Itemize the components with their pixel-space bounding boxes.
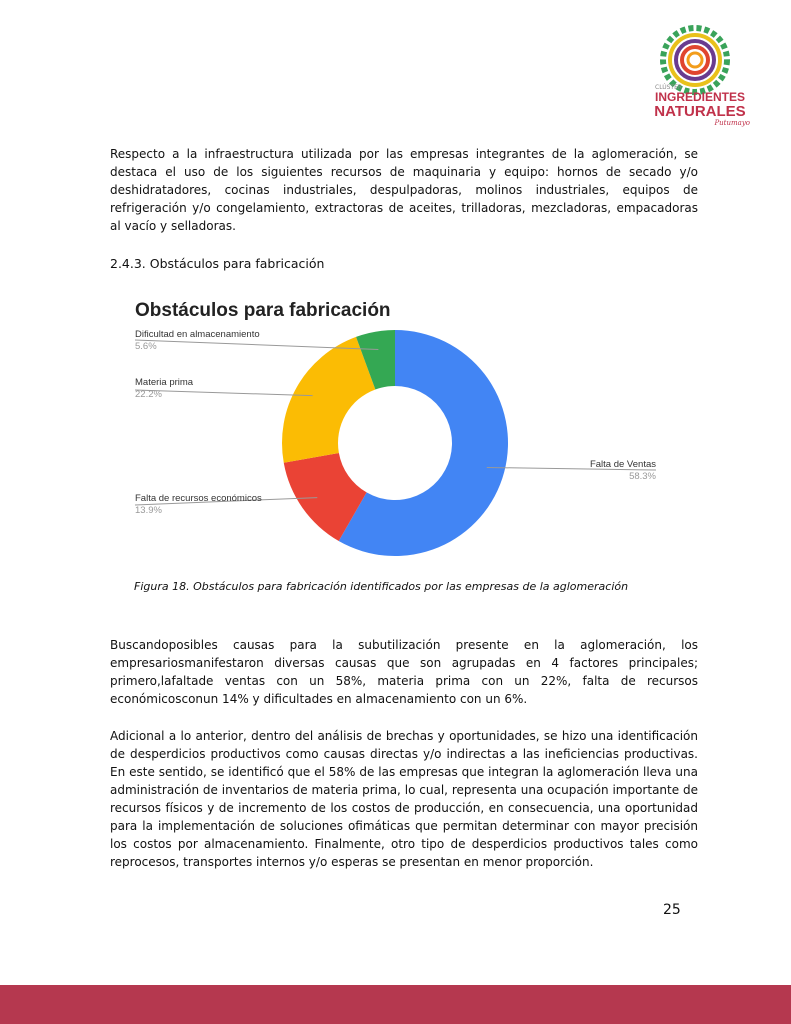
label-falta-recursos: Falta de recursos económicos — [135, 493, 262, 504]
leader-line-falta-recursos — [134, 497, 318, 506]
slice-materia-prima — [282, 336, 376, 463]
chart-title: Obstáculos para fabricación — [135, 300, 391, 321]
paragraph-causes: Buscandoposibles causas para la subutili… — [110, 638, 698, 706]
section-heading: 2.4.3. Obstáculos para fabricación — [110, 256, 325, 271]
label-falta-ventas: Falta de Ventas — [589, 459, 656, 470]
paragraph-infrastructure: Respecto a la infraestructura utilizada … — [110, 147, 698, 233]
label-materia-prima: Materia prima — [135, 377, 194, 388]
leader-line-dificultad — [134, 339, 379, 350]
logo-text: CLÚSTER INGREDIENTES NATURALES Putumayo — [650, 84, 750, 127]
cluster-logo — [660, 25, 730, 95]
logo-line1: CLÚSTER — [655, 84, 683, 91]
donut-chart — [134, 330, 657, 556]
slice-falta-ventas — [338, 330, 508, 556]
pct-falta-ventas: 58.3% — [629, 471, 656, 482]
paragraph-waste: Adicional a lo anterior, dentro del anál… — [110, 729, 698, 869]
leader-line-falta-ventas — [486, 466, 657, 471]
logo-line3: NATURALES — [654, 103, 746, 120]
figure-caption: Figura 18. Obstáculos para fabricación i… — [134, 580, 629, 593]
pct-falta-recursos: 13.9% — [135, 505, 162, 516]
label-dificultad: Dificultad en almacenamiento — [135, 329, 260, 340]
leader-line-materia-prima — [134, 389, 313, 397]
logo-line2: INGREDIENTES — [654, 90, 745, 104]
page-number: 25 — [663, 902, 681, 918]
pct-dificultad: 5.6% — [135, 341, 157, 352]
pct-materia-prima: 22.2% — [135, 389, 162, 400]
footer-bar — [0, 985, 791, 1024]
logo-line4: Putumayo — [714, 119, 750, 127]
slice-falta-recursos — [283, 452, 367, 541]
slice-dificultad — [356, 330, 395, 390]
